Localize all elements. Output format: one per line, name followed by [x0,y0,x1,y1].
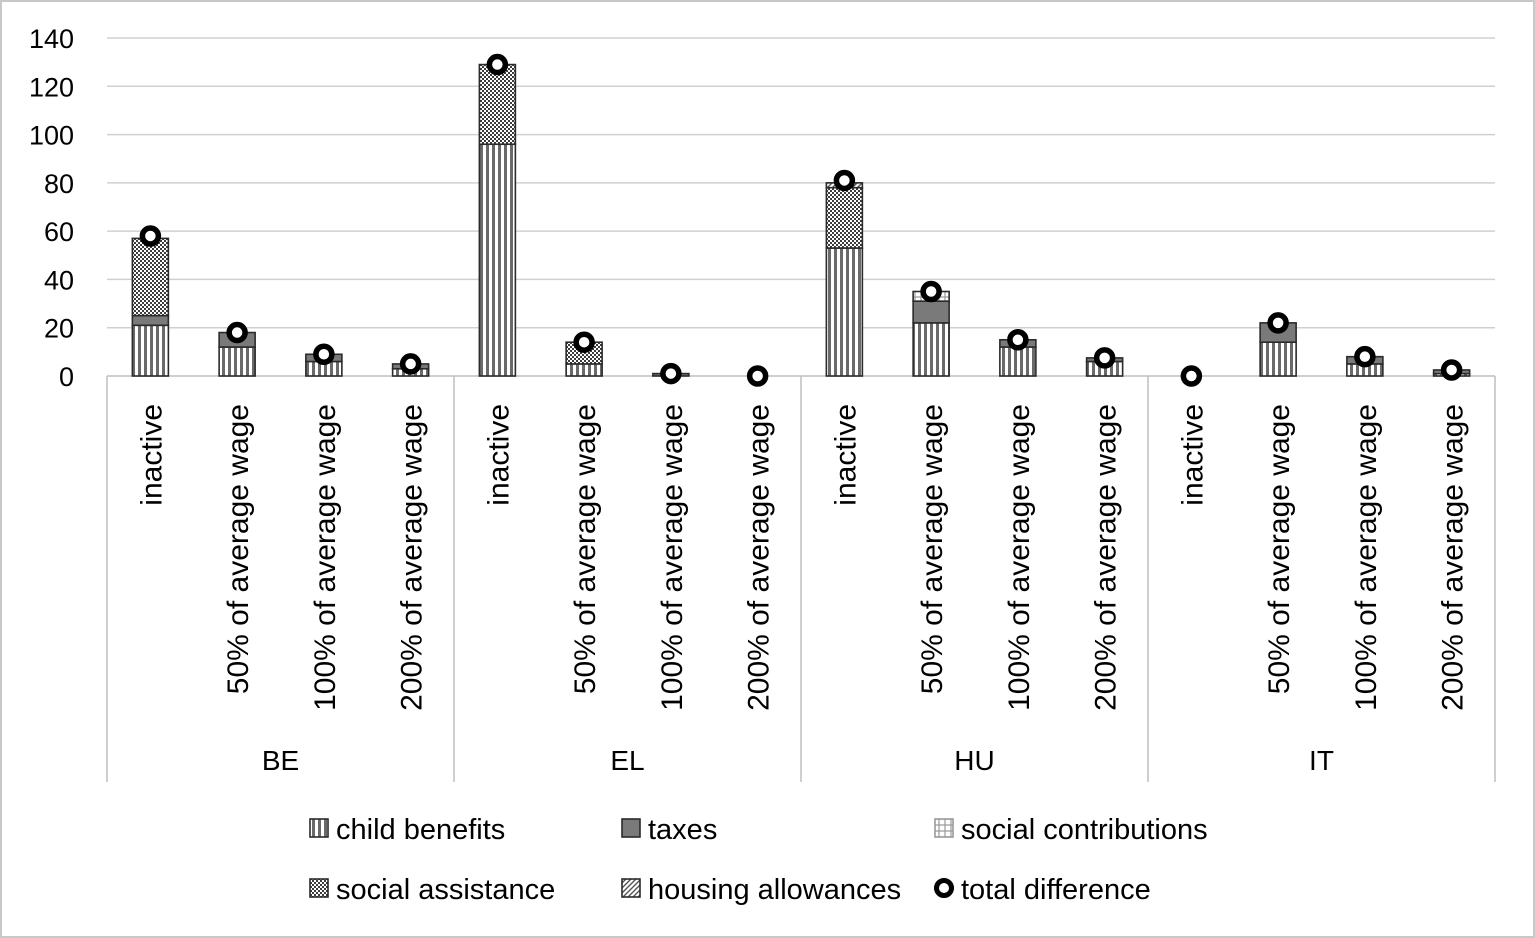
legend-swatch-social-contributions [934,818,954,838]
marker-be-100-of-average-wage [313,343,335,366]
group-label-el: EL [610,745,644,776]
marker-hu-inactive [833,169,856,192]
y-tick-label-80: 80 [44,169,74,199]
marker-it-50-of-average-wage [1267,312,1289,334]
y-tick-label-40: 40 [44,265,74,295]
category-label-el-100-of-average-wage: 100% of average wage [656,404,689,711]
group-label-be: BE [262,745,299,776]
marker-el-100-of-average-wage [660,362,682,385]
axis-labels: 0 20 40 60 80 100 120 140 inactive 50% of average… [29,24,1470,776]
legend-item-social-assistance: social assistance [309,874,555,906]
legend-item-housing-allowances: housing allowances [621,874,901,906]
bars [131,63,1471,377]
legend-label-total-difference: total difference [961,874,1151,906]
legend-swatch-housing-allowances [621,878,641,898]
bar-hu-100-of-average-wage-child-benefits [999,346,1037,377]
marker-be-200-of-average-wage [399,353,422,375]
gridlines [107,37,1495,329]
legend-swatch-social-assistance [309,878,329,898]
category-label-hu-inactive: inactive [829,404,862,506]
y-tick-label-60: 60 [44,217,74,247]
y-tick-label-0: 0 [59,362,74,392]
category-label-it-200-of-average-wage: 200% of average wage [1437,404,1470,711]
y-tick-label-140: 140 [29,24,74,54]
legend-swatch-taxes [621,818,641,838]
marker-el-inactive [486,53,509,76]
bar-el-inactive-social-assistance [478,63,517,146]
category-label-hu-200-of-average-wage: 200% of average wage [1090,404,1123,711]
bar-hu-50-of-average-wage-taxes [912,300,950,324]
marker-hu-100-of-average-wage [1007,329,1029,351]
category-label-it-inactive: inactive [1176,404,1209,506]
marker-be-inactive [139,225,162,247]
marker-el-200-of-average-wage [746,365,769,387]
bar-be-inactive-taxes [131,314,170,327]
group-label-it: IT [1309,745,1334,776]
bar-be-inactive-social-assistance [131,237,170,317]
legend-label-social-assistance: social assistance [336,874,555,906]
category-label-be-100-of-average-wage: 100% of average wage [309,404,342,711]
legend: child benefits taxes social contributions s… [309,814,1208,906]
category-label-be-50-of-average-wage: 50% of average wage [222,404,255,694]
marker-be-50-of-average-wage [226,321,248,344]
legend-swatch-total-difference [934,878,954,898]
total-difference-markers [139,53,1463,387]
y-tick-label-20: 20 [44,314,74,344]
legend-label-child-benefits: child benefits [336,814,505,846]
marker-it-inactive [1180,365,1203,387]
bar-be-inactive-child-benefits [131,324,170,377]
marker-it-100-of-average-wage [1354,345,1376,368]
category-label-it-100-of-average-wage: 100% of average wage [1350,404,1383,711]
category-label-be-inactive: inactive [135,404,168,506]
bar-hu-50-of-average-wage-child-benefits [912,322,950,377]
bar-el-inactive-child-benefits [478,143,517,377]
y-tick-label-120: 120 [29,72,74,102]
legend-item-child-benefits: child benefits [309,814,505,846]
legend-label-housing-allowances: housing allowances [648,874,901,906]
y-tick-label-100: 100 [29,121,74,151]
marker-el-50-of-average-wage [573,331,595,353]
category-label-el-50-of-average-wage: 50% of average wage [569,404,602,694]
bar-el-50-of-average-wage-child-benefits [565,363,603,377]
category-label-hu-100-of-average-wage: 100% of average wage [1003,404,1036,711]
category-label-it-50-of-average-wage: 50% of average wage [1263,404,1296,694]
legend-label-taxes: taxes [648,814,717,846]
marker-hu-50-of-average-wage [920,280,942,303]
bar-hu-inactive-child-benefits [825,247,864,377]
category-label-hu-50-of-average-wage: 50% of average wage [916,404,949,694]
legend-item-taxes: taxes [621,814,717,846]
marker-hu-200-of-average-wage [1093,347,1116,369]
category-label-el-inactive: inactive [482,404,515,506]
legend-swatch-child-benefits [309,818,329,838]
bar-hu-inactive-social-assistance [825,186,864,249]
legend-item-social-contributions: social contributions [934,814,1208,846]
group-label-hu: HU [954,745,994,776]
category-label-el-200-of-average-wage: 200% of average wage [743,404,776,711]
bar-be-50-of-average-wage-child-benefits [218,346,256,377]
category-label-be-200-of-average-wage: 200% of average wage [396,404,429,711]
marker-it-200-of-average-wage [1440,359,1463,381]
legend-label-social-contributions: social contributions [961,814,1208,846]
legend-item-total-difference: total difference [934,874,1151,906]
bar-it-50-of-average-wage-child-benefits [1259,341,1297,377]
